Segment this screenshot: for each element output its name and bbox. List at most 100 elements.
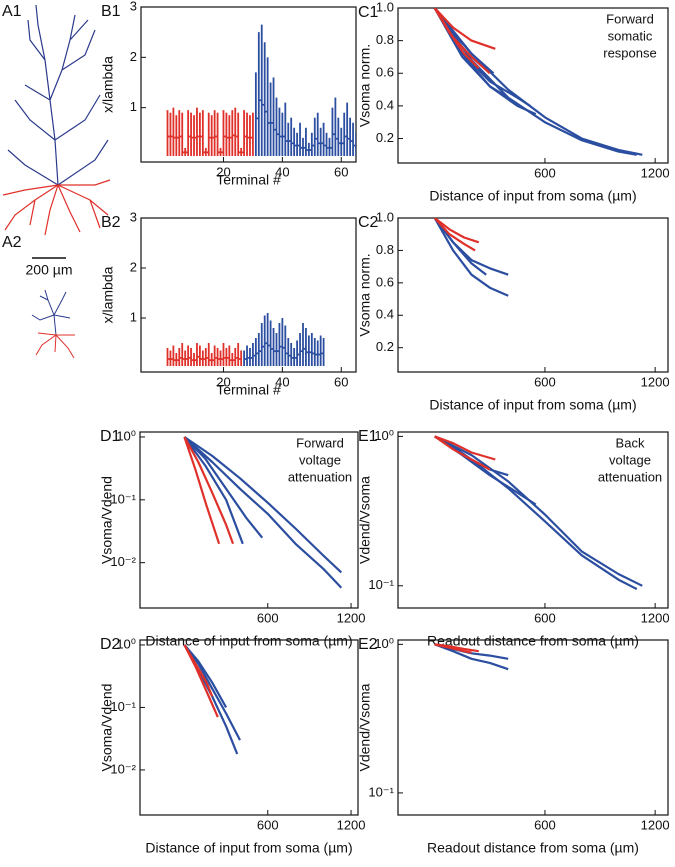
x-tick-label: 600: [534, 165, 556, 180]
y-tick-label: 0.2: [376, 339, 394, 354]
annotation: Back: [616, 435, 645, 450]
y-tick-label: 3: [130, 209, 137, 224]
x-tick-label: 1200: [641, 610, 670, 625]
y-axis-label: Vdend/Vsoma: [357, 476, 373, 564]
y-tick-label: 0.6: [376, 274, 394, 289]
y-tick-label: 0.4: [376, 307, 394, 322]
y-tick-label: 10⁻²: [110, 554, 136, 569]
curve: [433, 8, 495, 75]
panel-label: D1: [100, 428, 121, 445]
x-axis-label: Readout distance from soma (µm): [427, 633, 639, 649]
annotation: attenuation: [288, 469, 352, 484]
panel-label: A2: [2, 234, 22, 251]
panel: E2 600 1200 10⁻¹ 10⁰ Readout distance from so…: [357, 636, 670, 856]
neuron-a1: [2, 4, 111, 236]
y-axis-label: Vsoma/Vdend: [99, 684, 115, 772]
x-axis-label: Distance of input from soma (µm): [429, 188, 636, 204]
annotation: voltage: [609, 452, 651, 467]
y-axis-label: x/lambda: [100, 56, 116, 113]
annotation: Forward: [606, 11, 654, 26]
y-tick-label: 0.2: [376, 130, 394, 145]
curve: [183, 436, 221, 545]
x-tick-label: 40: [275, 164, 289, 179]
x-axis-label: Terminal #: [216, 382, 281, 398]
panel: D2 600 1200 10⁻² 10⁻¹ 10⁰ Distance of input fr…: [99, 636, 366, 855]
plot-area: [434, 643, 509, 671]
x-tick-label: 600: [257, 817, 279, 832]
y-tick-label: 10⁻¹: [368, 784, 394, 799]
y-tick-label: 10⁻¹: [368, 577, 394, 592]
curve: [183, 436, 343, 574]
curve: [433, 218, 476, 252]
plot-area: [183, 436, 343, 589]
curve: [183, 644, 219, 718]
x-axis-label: Distance of input from soma (µm): [145, 840, 352, 856]
x-axis-label: Readout distance from soma (µm): [427, 840, 639, 856]
neuron-a2: [31, 289, 75, 359]
y-tick-label: 10⁻¹: [110, 699, 136, 714]
y-tick-label: 1.0: [376, 209, 394, 224]
curve: [434, 435, 491, 471]
curve: [183, 644, 241, 741]
y-tick-label: 10⁰: [374, 636, 394, 651]
plot-area: [183, 644, 241, 755]
y-axis-label: Vdend/Vsoma: [357, 683, 373, 771]
y-tick-label: 0.6: [376, 65, 394, 80]
curve: [434, 218, 480, 244]
panel-label: B2: [101, 214, 121, 231]
panel: C1 600 1200 0.2 0.4 0.6 0.8 1.0 Distance of inpu…: [357, 0, 670, 204]
x-tick-label: 600: [534, 374, 556, 389]
y-tick-label: 1.0: [376, 0, 394, 14]
x-axis-label: Distance of input from soma (µm): [145, 633, 352, 649]
x-tick-label: 1200: [337, 610, 366, 625]
annotation: response: [603, 45, 656, 60]
y-tick-label: 2: [130, 49, 137, 64]
panel: B1 20 40 60 1 2 3 Terminal # x/lambda: [100, 0, 357, 188]
panel: D1 600 1200 10⁻² 10⁻¹ 10⁰ Distance of input fr…: [99, 428, 366, 648]
annotation: somatic: [608, 28, 653, 43]
y-tick-label: 10⁻¹: [110, 491, 136, 506]
panel-label: D2: [100, 636, 121, 653]
y-tick-label: 10⁰: [116, 428, 136, 443]
panel-label: E1: [358, 428, 378, 445]
panel-label: A1: [2, 3, 22, 20]
axes-frame: [397, 431, 669, 609]
annotation: Forward: [296, 435, 344, 450]
axes-frame: [140, 6, 357, 163]
panel-label: B1: [101, 3, 121, 20]
axes-frame: [139, 431, 359, 609]
curve: [434, 435, 643, 587]
x-tick-label: 1200: [641, 817, 670, 832]
panel-label: C2: [358, 214, 379, 231]
plot-area: [433, 8, 643, 156]
plot-area: [166, 24, 356, 156]
curve: [183, 436, 244, 545]
y-axis-label: Vsoma/Vdend: [99, 476, 115, 564]
y-axis-label: Vsoma norm.: [357, 44, 373, 127]
panel-label: E2: [358, 636, 378, 653]
axes-frame: [397, 7, 669, 164]
axes-frame: [397, 217, 669, 373]
x-axis-label: Distance of input from soma (µm): [429, 397, 636, 413]
y-tick-label: 1: [130, 99, 137, 114]
curve: [433, 8, 637, 156]
x-tick-label: 1200: [641, 165, 670, 180]
x-tick-label: 60: [334, 164, 348, 179]
axes-frame: [139, 639, 359, 816]
y-axis-label: Vsoma norm.: [357, 253, 373, 336]
curve: [434, 435, 496, 461]
panel: B2 20 40 60 1 2 3 Terminal # x/lambda: [100, 209, 357, 398]
curve: [183, 644, 214, 697]
y-tick-label: 2: [130, 259, 137, 274]
x-tick-label: 40: [275, 374, 289, 389]
panel: E1 600 1200 10⁻¹ 10⁰ Readout distance from so…: [357, 428, 670, 649]
curve: [434, 643, 472, 654]
x-tick-label: 1200: [337, 817, 366, 832]
x-tick-label: 600: [534, 610, 556, 625]
x-tick-label: 20: [216, 374, 230, 389]
x-tick-label: 60: [334, 374, 348, 389]
y-tick-label: 3: [130, 0, 137, 13]
y-axis-label: x/lambda: [100, 266, 116, 323]
curve: [433, 8, 496, 50]
